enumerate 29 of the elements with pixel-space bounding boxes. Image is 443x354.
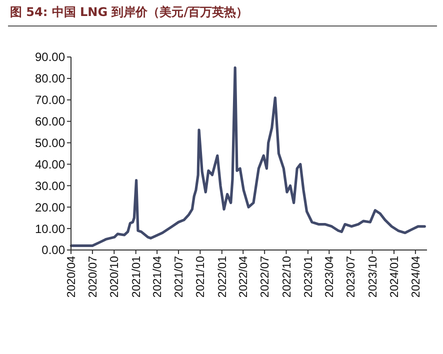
x-tick-label: 2021/01: [130, 256, 143, 298]
y-tick-label: 40.00: [34, 157, 66, 172]
x-tick-label: 2022/07: [260, 256, 272, 298]
y-tick-label: 10.00: [34, 222, 66, 236]
y-tick-label: 20.00: [34, 200, 66, 214]
x-tick-label: 2022/10: [281, 256, 294, 298]
x-tick-label: 2021/07: [174, 256, 186, 298]
y-tick-label: 50.00: [34, 136, 66, 150]
chart-title: 图 54: 中国 LNG 到岸价（美元/百万英热）: [10, 5, 248, 19]
x-tick-label: 2021/04: [152, 255, 164, 298]
x-tick-label: 2023/01: [302, 256, 315, 298]
line-series: [70, 66, 426, 248]
y-tick-label: 80.00: [34, 72, 66, 86]
x-tick-label: 2023/10: [367, 256, 380, 298]
y-tick-label: 30.00: [34, 178, 66, 193]
x-tick-label: 2024/01: [389, 256, 402, 298]
y-tick-label: 90.00: [34, 50, 66, 64]
x-tick-label: 2024/04: [410, 255, 422, 298]
x-tick-label: 2022/04: [238, 255, 250, 298]
y-tick-label: 70.00: [34, 93, 66, 108]
y-tick-label: 0.00: [42, 243, 66, 258]
y-tick-label: 60.00: [34, 114, 66, 129]
x-tick-label: 2022/01: [216, 256, 229, 298]
x-tick-label: 2021/10: [195, 256, 208, 298]
x-tick-label: 2023/07: [346, 256, 358, 298]
x-tick-label: 2020/10: [109, 256, 122, 298]
x-tick-label: 2020/07: [87, 256, 100, 298]
x-tick-label: 2023/04: [324, 255, 336, 298]
x-tick-label: 2020/04: [66, 255, 78, 298]
